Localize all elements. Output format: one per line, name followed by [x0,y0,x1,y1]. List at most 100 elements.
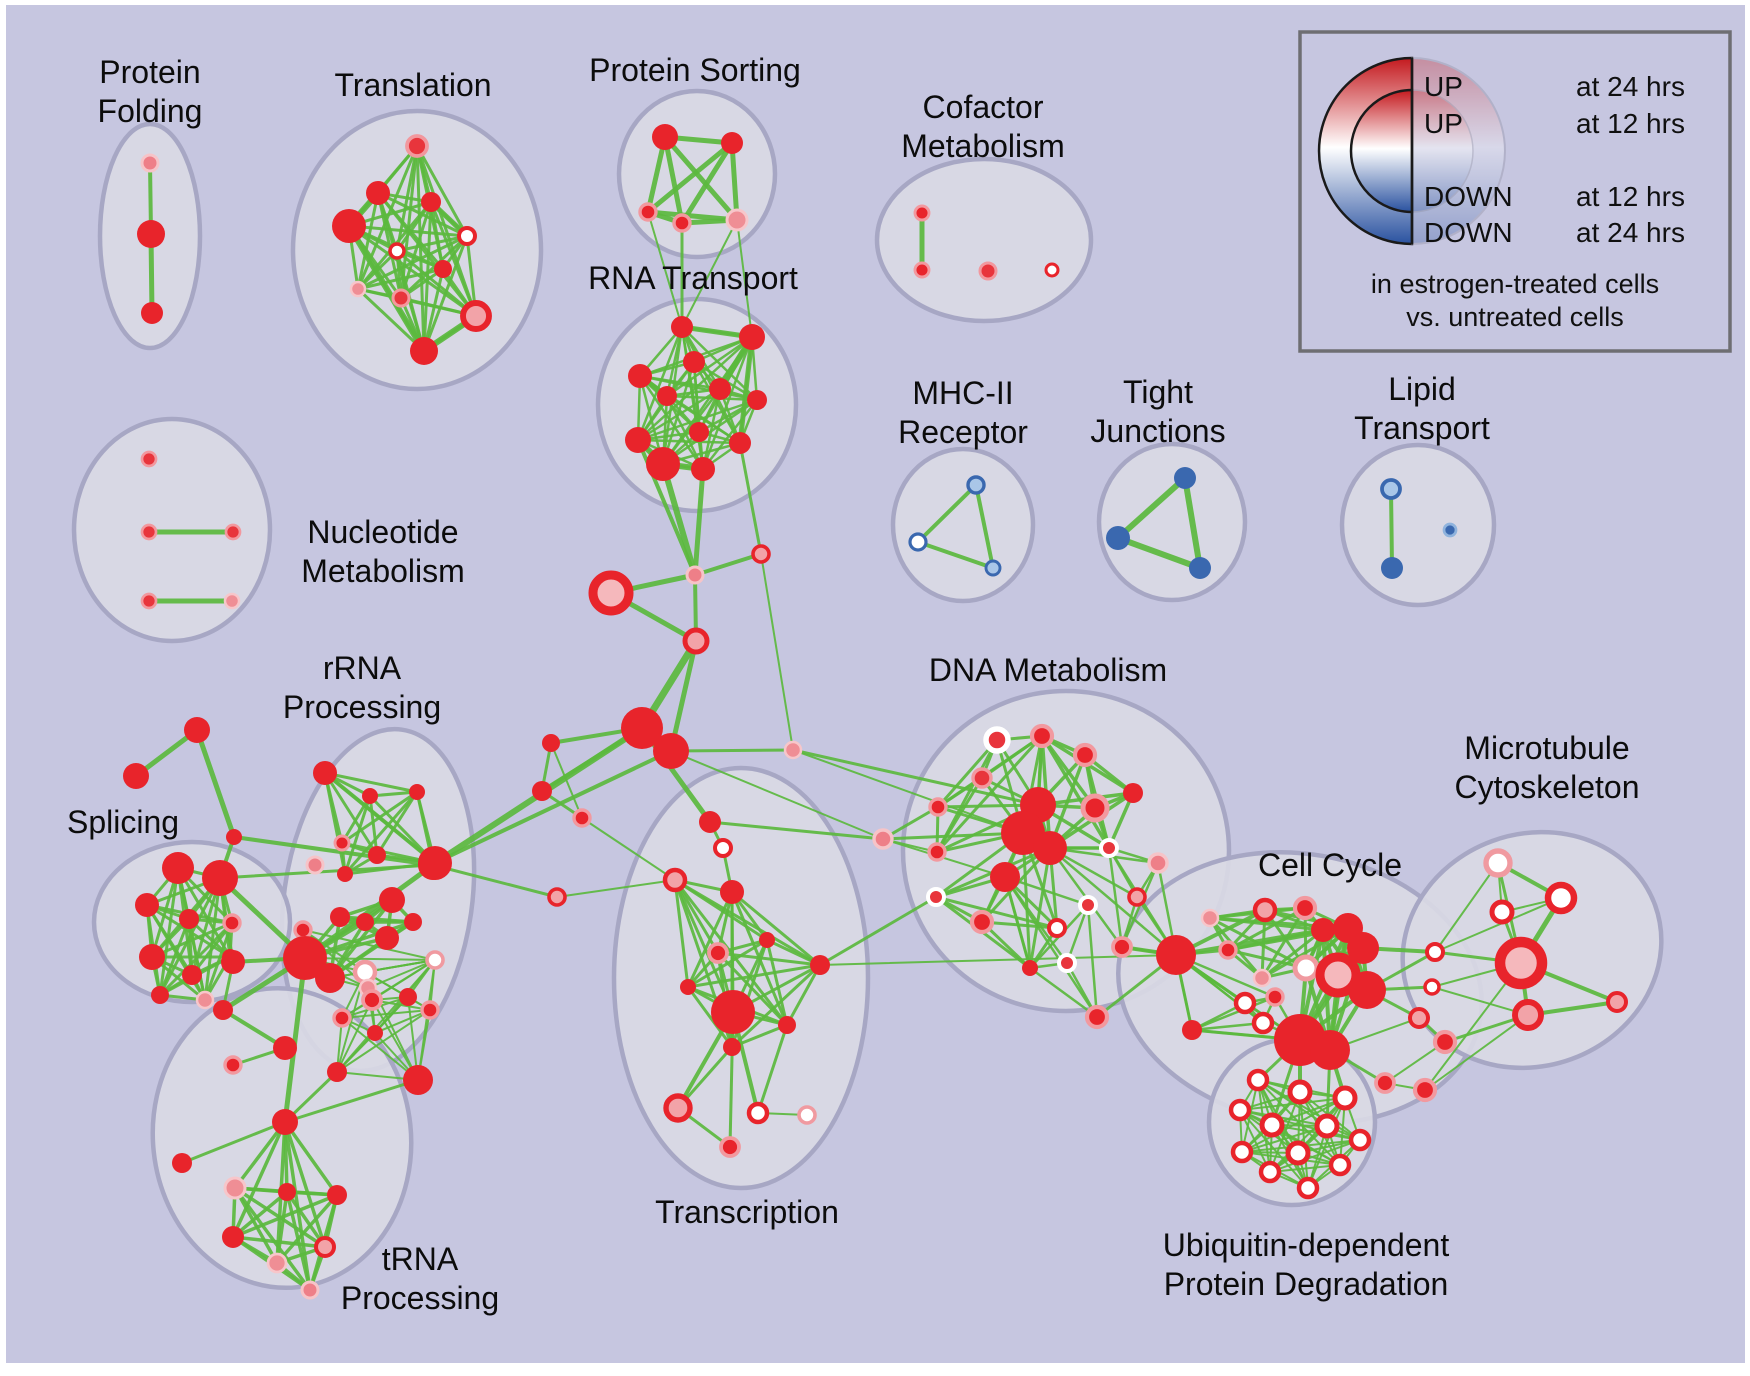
network-node-c2[interactable] [751,544,771,564]
network-node-o5[interactable] [367,1025,383,1041]
network-node-tl9[interactable] [391,288,411,308]
network-node-r8[interactable] [418,846,452,880]
network-node-rt11[interactable] [646,447,680,481]
network-node-L4[interactable] [542,734,560,752]
network-node-r17[interactable] [283,936,327,980]
network-node-cc14[interactable] [1310,1030,1350,1070]
network-node-u4[interactable] [1228,1098,1252,1122]
network-node-t4[interactable] [720,880,744,904]
network-node-dbr[interactable] [1156,935,1196,975]
network-node-cc12[interactable] [1251,1011,1275,1035]
network-node-t12[interactable] [723,1038,741,1056]
cluster-ellipse-lipid-transport[interactable] [1339,442,1497,608]
network-node-d4[interactable] [971,767,993,789]
network-node-t11[interactable] [778,1016,796,1034]
network-node-tl5[interactable] [457,226,477,246]
network-node-tr4[interactable] [278,1183,296,1201]
network-node-nm4[interactable] [140,592,158,610]
network-node-mh2[interactable] [908,532,928,552]
network-node-u10[interactable] [1328,1153,1352,1177]
network-node-L3[interactable] [532,781,552,801]
network-node-o8[interactable] [327,1062,347,1082]
network-node-rt7[interactable] [747,390,767,410]
network-node-d23[interactable] [1111,936,1133,958]
network-node-o10[interactable] [223,1055,243,1075]
network-node-c1[interactable] [685,565,705,585]
network-node-ps1[interactable] [652,124,678,150]
network-node-ps3[interactable] [638,202,658,222]
network-node-cc6[interactable] [1292,954,1320,982]
network-node-rt12[interactable] [691,457,715,481]
network-node-d1[interactable] [983,726,1011,754]
network-node-t3[interactable] [662,867,688,893]
network-node-u7[interactable] [1348,1128,1372,1152]
network-node-r5[interactable] [305,855,325,875]
network-node-tl10[interactable] [460,300,492,332]
network-node-m4[interactable] [1425,942,1445,962]
network-node-tr3[interactable] [223,1176,247,1200]
network-node-tr9[interactable] [300,1280,320,1300]
network-node-s7[interactable] [182,965,202,985]
network-node-rt5[interactable] [657,386,677,406]
network-node-u1[interactable] [1246,1068,1270,1092]
network-node-ps4[interactable] [672,213,692,233]
network-node-d17[interactable] [969,909,995,935]
network-node-tl7[interactable] [434,260,452,278]
network-node-s10[interactable] [195,990,215,1010]
network-node-m9[interactable] [1408,1007,1430,1029]
network-node-r3[interactable] [409,784,425,800]
network-node-s9[interactable] [151,986,169,1004]
network-node-s1[interactable] [162,852,194,884]
network-node-o1[interactable] [361,989,383,1011]
network-node-d11[interactable] [990,862,1020,892]
network-node-tl11[interactable] [410,337,438,365]
network-node-s4[interactable] [179,909,199,929]
network-node-u2[interactable] [1287,1079,1313,1105]
network-node-o4[interactable] [332,1008,352,1028]
network-node-u11[interactable] [1258,1160,1282,1184]
network-node-H2[interactable] [653,733,689,769]
network-node-c3[interactable] [588,570,634,616]
network-node-tr7[interactable] [314,1236,336,1258]
network-node-cf2[interactable] [913,261,931,279]
network-node-tl1[interactable] [405,134,429,158]
network-node-cc15[interactable] [1218,940,1238,960]
network-node-br1[interactable] [783,740,803,760]
network-node-r4[interactable] [333,834,351,852]
network-node-cc9[interactable] [1252,968,1272,988]
network-node-d13[interactable] [927,842,947,862]
network-node-rt8[interactable] [689,422,709,442]
network-node-r12[interactable] [404,913,422,931]
network-node-u3[interactable] [1332,1085,1358,1111]
network-node-cf1[interactable] [913,204,931,222]
network-node-r6[interactable] [368,846,386,864]
network-node-t10[interactable] [711,990,755,1034]
network-node-r1[interactable] [313,761,337,785]
network-node-u5[interactable] [1259,1112,1285,1138]
network-node-cc5[interactable] [1347,932,1379,964]
network-node-m3[interactable] [1489,899,1515,925]
network-node-cc8[interactable] [1348,971,1386,1009]
network-node-r18[interactable] [315,963,345,993]
network-node-L1[interactable] [572,808,592,828]
network-node-r20[interactable] [221,950,245,974]
network-node-d5[interactable] [928,797,948,817]
network-node-o3[interactable] [420,1000,440,1020]
network-node-r10[interactable] [330,907,350,927]
network-node-d2[interactable] [1029,723,1055,749]
network-node-rt1[interactable] [671,316,693,338]
network-node-cc2[interactable] [1292,895,1318,921]
network-node-r14[interactable] [375,926,399,950]
network-node-H1[interactable] [621,707,663,749]
network-node-o7[interactable] [273,1036,297,1060]
network-node-o2[interactable] [399,988,417,1006]
network-node-d21[interactable] [1022,960,1038,976]
network-node-cc18[interactable] [1412,1077,1438,1103]
network-node-u9[interactable] [1285,1140,1311,1166]
network-node-tj2[interactable] [1106,526,1130,550]
network-node-tr2[interactable] [172,1153,192,1173]
network-node-m1[interactable] [1483,848,1513,878]
network-node-mh3[interactable] [984,559,1002,577]
network-node-rt9[interactable] [625,427,651,453]
network-node-r2[interactable] [362,788,378,804]
